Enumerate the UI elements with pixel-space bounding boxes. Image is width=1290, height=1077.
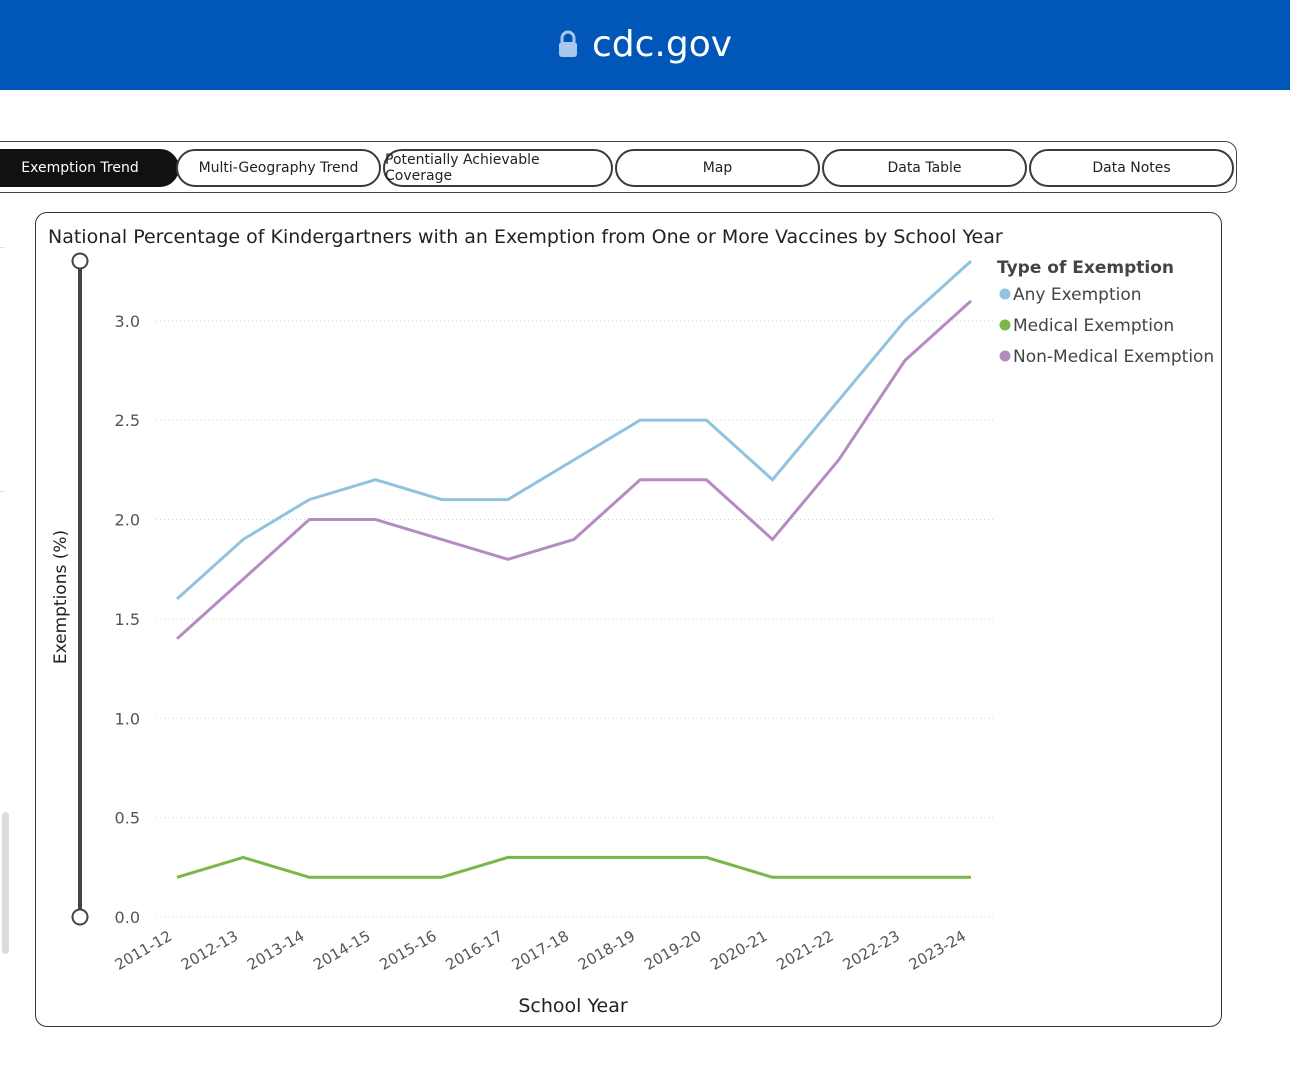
y-tick-label: 0.5 bbox=[115, 809, 140, 828]
x-tick-label: 2023-24 bbox=[906, 927, 969, 974]
series-line-any-exemption[interactable] bbox=[175, 259, 973, 601]
x-tick-label: 2018-19 bbox=[575, 927, 638, 974]
legend-item-label[interactable]: Medical Exemption bbox=[1013, 316, 1174, 336]
chart-card: National Percentage of Kindergartners wi… bbox=[35, 212, 1222, 1027]
tab-potentially-achievable-coverage[interactable]: Potentially Achievable Coverage bbox=[383, 149, 613, 187]
y-range-slider-handle-bottom[interactable] bbox=[71, 908, 89, 926]
side-divider bbox=[0, 491, 5, 492]
x-tick-label: 2022-23 bbox=[840, 927, 903, 974]
x-tick-label: 2015-16 bbox=[376, 927, 439, 974]
y-tick-label: 1.5 bbox=[115, 610, 140, 629]
tab-exemption-trend[interactable]: Exemption Trend bbox=[0, 149, 179, 187]
x-axis-label: School Year bbox=[518, 995, 628, 1017]
legend-item-label[interactable]: Any Exemption bbox=[1013, 285, 1142, 305]
report-tab-bar: Exemption Trend Multi-Geography Trend Po… bbox=[0, 141, 1237, 193]
y-tick-label: 3.0 bbox=[115, 312, 140, 331]
x-tick-label: 2011-12 bbox=[112, 927, 175, 974]
chart-title: National Percentage of Kindergartners wi… bbox=[48, 226, 1003, 248]
tab-multi-geography-trend[interactable]: Multi-Geography Trend bbox=[176, 149, 381, 187]
side-divider bbox=[0, 247, 5, 248]
x-tick-label: 2020-21 bbox=[707, 927, 770, 974]
tab-data-notes[interactable]: Data Notes bbox=[1029, 149, 1234, 187]
legend-marker bbox=[999, 350, 1011, 362]
x-tick-label: 2016-17 bbox=[443, 927, 506, 974]
legend-marker bbox=[999, 319, 1011, 331]
url-text: cdc.gov bbox=[591, 23, 733, 65]
legend-marker bbox=[999, 288, 1011, 300]
legend-title: Type of Exemption bbox=[997, 258, 1174, 278]
legend-item-label[interactable]: Non-Medical Exemption bbox=[1013, 347, 1214, 367]
x-tick-label: 2019-20 bbox=[641, 927, 704, 974]
x-tick-label: 2013-14 bbox=[244, 927, 307, 974]
y-tick-label: 2.5 bbox=[115, 411, 140, 430]
tab-data-table[interactable]: Data Table bbox=[822, 149, 1027, 187]
browser-address-bar[interactable]: cdc.gov bbox=[0, 0, 1290, 90]
y-tick-label: 2.0 bbox=[115, 511, 140, 530]
x-tick-label: 2017-18 bbox=[509, 927, 572, 974]
lock-icon bbox=[558, 30, 577, 57]
y-tick-label: 0.0 bbox=[115, 908, 140, 927]
series-line-non-medical-exemption[interactable] bbox=[175, 299, 973, 640]
x-tick-label: 2021-22 bbox=[773, 927, 836, 974]
y-tick-label: 1.0 bbox=[115, 709, 140, 728]
series-line-medical-exemption[interactable] bbox=[176, 855, 971, 879]
y-axis-label: Exemptions (%) bbox=[51, 530, 71, 664]
y-range-slider-handle-top[interactable] bbox=[71, 252, 89, 270]
side-scrollbar[interactable] bbox=[2, 812, 9, 954]
x-tick-label: 2012-13 bbox=[178, 927, 241, 974]
exemption-trend-chart: National Percentage of Kindergartners wi… bbox=[48, 226, 1214, 1017]
tab-map[interactable]: Map bbox=[615, 149, 820, 187]
x-tick-label: 2014-15 bbox=[310, 927, 373, 974]
